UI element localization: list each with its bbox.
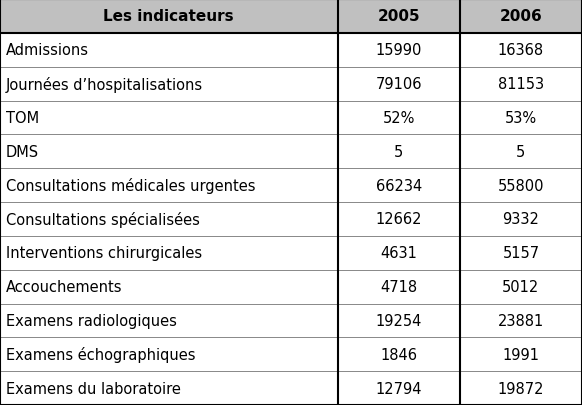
Text: 4631: 4631 — [380, 246, 417, 260]
Text: 2006: 2006 — [499, 9, 542, 24]
Bar — [0, 0, 582, 34]
Text: Accouchements: Accouchements — [6, 279, 122, 294]
Text: TOM: TOM — [6, 111, 39, 126]
Text: Journées d’hospitalisations: Journées d’hospitalisations — [6, 77, 203, 92]
Bar — [0, 270, 582, 304]
Text: 52%: 52% — [382, 111, 415, 126]
Text: 1991: 1991 — [502, 347, 540, 362]
Text: 12662: 12662 — [375, 212, 422, 227]
Text: 4718: 4718 — [380, 279, 417, 294]
Text: 5: 5 — [394, 145, 403, 159]
Bar — [0, 135, 582, 169]
Bar — [0, 169, 582, 202]
Bar — [0, 337, 582, 371]
Text: 66234: 66234 — [375, 178, 422, 193]
Text: 5: 5 — [516, 145, 526, 159]
Text: Les indicateurs: Les indicateurs — [104, 9, 234, 24]
Text: Consultations médicales urgentes: Consultations médicales urgentes — [6, 178, 255, 194]
Bar — [0, 101, 582, 135]
Text: Examens radiologiques: Examens radiologiques — [6, 313, 177, 328]
Text: Examens échographiques: Examens échographiques — [6, 346, 196, 362]
Text: 12794: 12794 — [375, 381, 422, 396]
Text: 81153: 81153 — [498, 77, 544, 92]
Bar — [0, 236, 582, 270]
Text: Examens du laboratoire: Examens du laboratoire — [6, 381, 180, 396]
Bar — [0, 304, 582, 337]
Text: 53%: 53% — [505, 111, 537, 126]
Text: Consultations spécialisées: Consultations spécialisées — [6, 211, 200, 227]
Text: 55800: 55800 — [498, 178, 544, 193]
Text: DMS: DMS — [6, 145, 39, 159]
Bar — [0, 371, 582, 405]
Text: 5012: 5012 — [502, 279, 540, 294]
Text: 5157: 5157 — [502, 246, 540, 260]
Text: 16368: 16368 — [498, 43, 544, 58]
Text: 79106: 79106 — [375, 77, 422, 92]
Text: Interventions chirurgicales: Interventions chirurgicales — [6, 246, 202, 260]
Text: 19872: 19872 — [498, 381, 544, 396]
Text: 23881: 23881 — [498, 313, 544, 328]
Text: 9332: 9332 — [502, 212, 540, 227]
Text: 2005: 2005 — [377, 9, 420, 24]
Text: 15990: 15990 — [375, 43, 422, 58]
Text: 1846: 1846 — [380, 347, 417, 362]
Text: 19254: 19254 — [375, 313, 422, 328]
Bar — [0, 68, 582, 101]
Text: Admissions: Admissions — [6, 43, 89, 58]
Bar — [0, 202, 582, 236]
Bar — [0, 34, 582, 68]
